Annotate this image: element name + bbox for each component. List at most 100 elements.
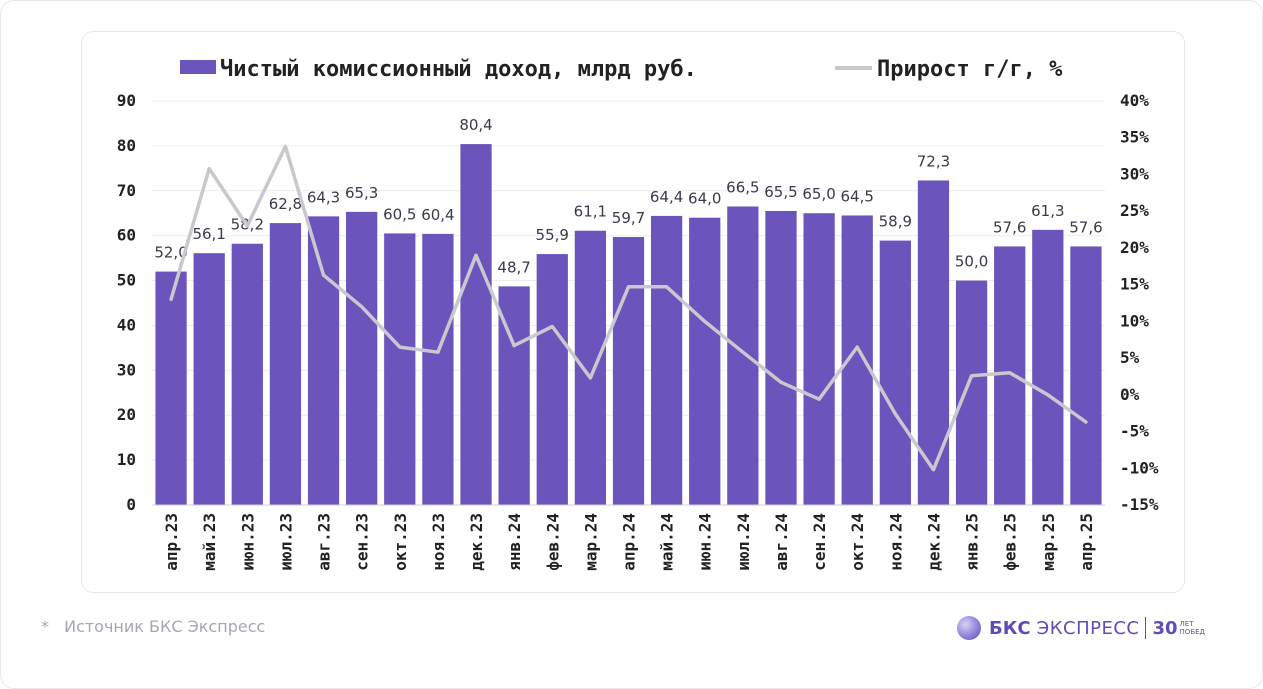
bar (650, 215, 683, 505)
bar (574, 230, 607, 505)
x-tick-label: фев.25 (1001, 513, 1020, 571)
y-right-tick-label: 25% (1120, 201, 1149, 220)
bar-data-label: 65,3 (345, 184, 378, 202)
bar-data-label: 56,1 (192, 225, 225, 243)
x-tick-label: окт.23 (391, 513, 410, 571)
bar (765, 210, 797, 505)
legend-bar-label: Чистый комиссионный доход, млрд руб. (220, 57, 697, 82)
x-tick-label: май.24 (658, 513, 677, 571)
x-tick-label: май.23 (200, 513, 219, 571)
y-left-tick-label: 40 (117, 315, 136, 334)
bar (803, 213, 835, 505)
x-tick-label: ноя.23 (429, 513, 448, 571)
x-tick-label: окт.24 (848, 513, 867, 571)
bar (193, 253, 225, 505)
x-tick-label: янв.24 (505, 513, 524, 571)
bar-data-label: 60,4 (421, 206, 454, 224)
y-left-tick-label: 60 (117, 226, 136, 245)
legend-line-label: Прирост г/г, % (877, 57, 1063, 82)
bar (612, 237, 645, 505)
y-right-tick-label: -5% (1120, 422, 1149, 441)
brand-years: 30 (1152, 617, 1178, 639)
x-tick-label: фев.24 (543, 513, 562, 571)
x-tick-label: янв.25 (963, 513, 982, 571)
x-tick-label: дек.23 (467, 513, 486, 571)
bar-data-label: 64,0 (688, 190, 721, 208)
bar-data-label: 64,3 (307, 188, 340, 206)
y-right-tick-label: 35% (1120, 128, 1149, 147)
y-left-tick-label: 0 (126, 495, 136, 514)
bar-data-label: 65,0 (802, 185, 835, 203)
bar-data-label: 61,1 (574, 203, 607, 221)
bar-data-label: 57,6 (1069, 218, 1102, 236)
bar-data-label: 60,5 (383, 205, 416, 223)
y-left-tick-label: 50 (117, 271, 136, 290)
footnote: * Источник БКС Экспресс (41, 617, 265, 636)
x-tick-label: июн.23 (238, 513, 257, 571)
bar-data-label: 52,0 (154, 244, 187, 262)
bar-data-label: 58,9 (879, 213, 912, 231)
brand-logo: БКС ЭКСПРЕСС 30 ЛЕТ ПОБЕД (957, 613, 1205, 643)
bar (422, 233, 454, 506)
legend-bar-swatch (180, 60, 216, 74)
brand-years-top: ЛЕТ (1179, 620, 1194, 628)
bar (689, 217, 721, 505)
bar (1032, 229, 1064, 505)
chart-card: 0 10 20 30 40 50 60 70 80 90 -15% -10% -5% 0% 5% 10% 15%… (81, 31, 1185, 593)
brand-separator (1145, 617, 1147, 639)
x-tick-label: апр.23 (162, 513, 181, 571)
bar-data-label: 64,4 (650, 188, 683, 206)
bar-data-label: 62,8 (269, 195, 302, 213)
bar-data-label: 57,6 (993, 218, 1026, 236)
bar (727, 206, 759, 505)
x-tick-label: дек.24 (925, 513, 944, 571)
y-right-tick-label: 15% (1120, 275, 1149, 294)
x-tick-label: авг.24 (772, 513, 791, 571)
bar (269, 223, 302, 505)
bar-data-label: 64,5 (841, 187, 874, 205)
y-left-tick-label: 20 (117, 405, 136, 424)
x-tick-label: июл.23 (276, 513, 295, 571)
y-left-tick-label: 10 (117, 450, 136, 469)
bar (384, 233, 416, 505)
brand-years-sub: ЛЕТ ПОБЕД (1180, 620, 1205, 636)
brand-ball-icon (957, 616, 981, 640)
bar-data-label: 65,5 (764, 183, 797, 201)
brand-years-bottom: ПОБЕД (1179, 628, 1206, 636)
x-tick-label: июн.24 (696, 513, 715, 571)
x-tick-label: ноя.24 (886, 513, 905, 571)
bar (460, 144, 492, 505)
bar (536, 254, 568, 505)
y-left-tick-label: 90 (117, 91, 136, 110)
bar (231, 243, 263, 505)
y-right-tick-label: 20% (1120, 238, 1149, 257)
bar (994, 246, 1026, 505)
bar-data-label: 59,7 (612, 209, 645, 227)
y-left-tick-label: 70 (117, 181, 136, 200)
growth-line (169, 144, 1088, 472)
bar (307, 216, 340, 505)
y-left-tick-label: 30 (117, 360, 136, 379)
y-right-tick-label: 40% (1120, 91, 1149, 110)
x-tick-label: мар.25 (1039, 513, 1058, 571)
y-right-tick-label: 0% (1120, 385, 1140, 404)
x-tick-label: апр.24 (620, 513, 639, 571)
x-tick-label: сен.24 (810, 513, 829, 571)
bar (879, 240, 911, 506)
x-tick-label: мар.24 (581, 513, 600, 571)
x-tick-label: авг.23 (315, 513, 334, 571)
bar-data-label: 66,5 (726, 178, 759, 196)
y-right-tick-label: -10% (1120, 458, 1159, 477)
footnote-text: Источник БКС Экспресс (64, 617, 266, 636)
y-right-tick-label: 30% (1120, 164, 1149, 183)
bar-data-label: 72,3 (917, 152, 950, 170)
y-right-tick-label: 5% (1120, 348, 1140, 367)
chart: 0 10 20 30 40 50 60 70 80 90 -15% -10% -5% 0% 5% 10% 15%… (117, 57, 1159, 571)
bar-data-label: 61,3 (1031, 202, 1064, 220)
x-tick-label: июл.24 (734, 513, 753, 571)
bar-data-label: 55,9 (536, 226, 569, 244)
bar-data-label: 50,0 (955, 253, 988, 271)
bar (917, 180, 950, 505)
x-tick-label: сен.23 (353, 513, 372, 571)
